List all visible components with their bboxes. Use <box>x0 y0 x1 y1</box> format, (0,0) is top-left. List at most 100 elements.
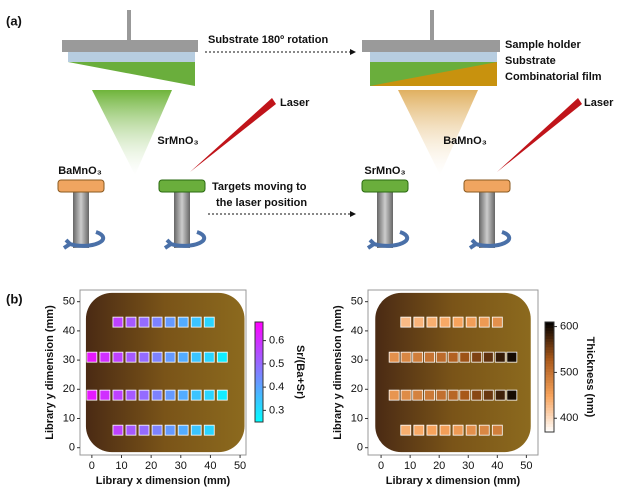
sample-square <box>448 352 458 362</box>
colorbar-tick-label: 400 <box>560 412 578 424</box>
moving-text: Targets moving to <box>212 181 307 193</box>
sample-square <box>87 390 97 400</box>
sample-square <box>126 390 136 400</box>
sample-square <box>448 390 458 400</box>
y-tick-label: 30 <box>63 354 75 366</box>
moving-text: the laser position <box>216 197 307 209</box>
laser-beam <box>497 98 582 172</box>
sample-square <box>178 317 188 327</box>
sample-square <box>479 425 489 435</box>
y-axis-label: Library y dimension (mm) <box>332 305 344 440</box>
sample-square <box>191 352 201 362</box>
y-tick-label: 0 <box>357 442 363 454</box>
sample-square <box>401 317 411 327</box>
y-tick-label: 10 <box>63 412 75 424</box>
x-tick-label: 30 <box>462 460 474 472</box>
film-label: Combinatorial film <box>505 71 602 83</box>
sample-square <box>436 390 446 400</box>
sample-square <box>152 390 162 400</box>
plume-label: SrMnO₃ <box>157 135 198 147</box>
x-tick-label: 0 <box>378 460 384 472</box>
sample-square <box>427 425 437 435</box>
sample-square <box>492 425 502 435</box>
target-label: BaMnO₃ <box>58 165 102 177</box>
y-tick-label: 20 <box>351 383 363 395</box>
x-tick-label: 20 <box>145 460 157 472</box>
colorbar-label: Thickness (nm) <box>584 337 596 418</box>
sample-square <box>466 425 476 435</box>
x-axis-label: Library x dimension (mm) <box>386 475 521 487</box>
sample-square <box>100 352 110 362</box>
sample-square <box>217 352 227 362</box>
sample-square <box>453 425 463 435</box>
plume <box>92 90 172 175</box>
sample-square <box>87 352 97 362</box>
x-tick-label: 50 <box>520 460 532 472</box>
laser-label: Laser <box>584 97 614 109</box>
figure: (a) Substrate 180º rotation Sample holde… <box>0 0 619 491</box>
sample-square <box>492 317 502 327</box>
x-tick-label: 40 <box>204 460 216 472</box>
sample-square <box>191 390 201 400</box>
sample-square <box>113 352 123 362</box>
sample-square <box>472 390 482 400</box>
sample-square <box>483 352 493 362</box>
sample-square <box>414 425 424 435</box>
sample-square <box>413 352 423 362</box>
sample-square <box>401 425 411 435</box>
rotation-text: Substrate 180º rotation <box>208 34 328 46</box>
sample-square <box>191 425 201 435</box>
panel-label: (b) <box>6 291 23 306</box>
sample-square <box>401 352 411 362</box>
colorbar-tick-label: 0.6 <box>269 335 284 347</box>
y-tick-label: 50 <box>351 296 363 308</box>
sample-square <box>427 317 437 327</box>
colorbar-tick-label: 500 <box>560 366 578 378</box>
sample-square <box>425 352 435 362</box>
y-axis-label: Library y dimension (mm) <box>44 305 56 440</box>
x-tick-label: 30 <box>175 460 187 472</box>
sample-square <box>466 317 476 327</box>
sample-square <box>460 352 470 362</box>
sample-square <box>152 425 162 435</box>
sample-square <box>178 390 188 400</box>
sample-square <box>126 352 136 362</box>
sample-square <box>413 390 423 400</box>
sample-square <box>401 390 411 400</box>
x-tick-label: 10 <box>404 460 416 472</box>
sample-square <box>479 317 489 327</box>
sample-square <box>152 317 162 327</box>
x-tick-label: 10 <box>115 460 127 472</box>
sample-square <box>100 390 110 400</box>
sample-square <box>204 390 214 400</box>
sample-square <box>460 390 470 400</box>
sample-square <box>139 390 149 400</box>
sample-square <box>178 352 188 362</box>
sample-square <box>139 425 149 435</box>
sample-square <box>126 317 136 327</box>
sample-square <box>483 390 493 400</box>
x-tick-label: 0 <box>89 460 95 472</box>
sample-square <box>440 425 450 435</box>
sample-square <box>495 390 505 400</box>
colorbar-tick-label: 600 <box>560 320 578 332</box>
sample-square <box>165 352 175 362</box>
sample-square <box>389 352 399 362</box>
sample-square <box>436 352 446 362</box>
y-tick-label: 10 <box>351 412 363 424</box>
sample-square <box>414 317 424 327</box>
panel-label: (a) <box>6 13 22 28</box>
sample-square <box>507 352 517 362</box>
target-label: SrMnO₃ <box>364 165 405 177</box>
sample-square <box>472 352 482 362</box>
plume <box>398 90 478 175</box>
sample-square <box>178 425 188 435</box>
laser-beam <box>190 98 276 172</box>
sample-square <box>389 390 399 400</box>
sample-square <box>113 317 123 327</box>
substrate-holder-left <box>62 10 198 86</box>
laser-label: Laser <box>280 97 310 109</box>
y-tick-label: 20 <box>63 383 75 395</box>
sample-square <box>191 317 201 327</box>
colorbar-tick-label: 0.5 <box>269 358 284 370</box>
